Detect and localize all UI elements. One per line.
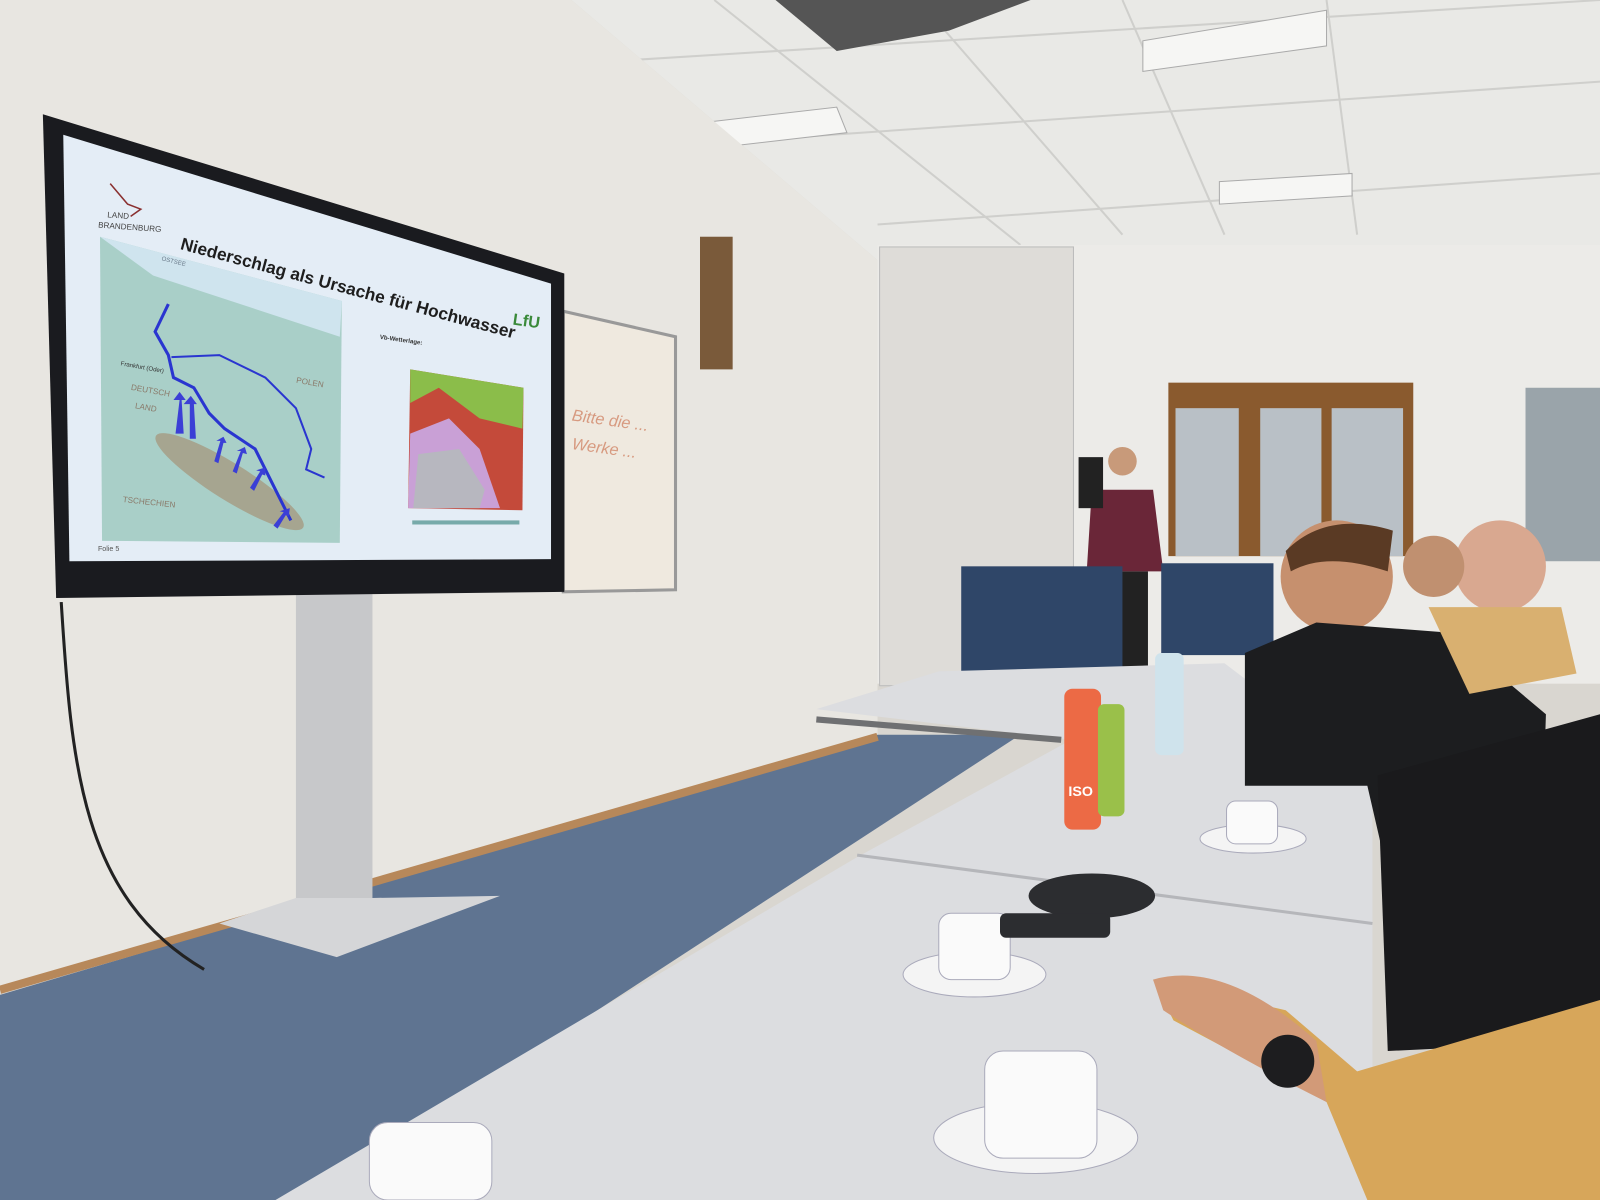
river-oder (153, 303, 293, 522)
coffee-cup (368, 1121, 493, 1200)
lfu-logo: LfU (512, 311, 541, 333)
mountain-highlight (155, 433, 304, 531)
coffee-cup (984, 1050, 1098, 1159)
logo-brandenburg-1: LAND (107, 210, 129, 221)
coffee-cup (938, 912, 1011, 981)
screen-stand (295, 591, 373, 909)
precip-arrows (173, 391, 290, 529)
river-warthe (171, 354, 325, 479)
listener-black-jacket (1377, 714, 1600, 1052)
ceiling-vent (775, 0, 1031, 52)
speaker-head (1108, 446, 1137, 476)
cable (59, 601, 205, 971)
lectern (961, 566, 1123, 679)
map-label-germany-2: LAND (134, 401, 157, 414)
ceiling-light (1218, 172, 1353, 205)
listener-head (1454, 520, 1546, 613)
color-scale (412, 520, 520, 525)
wristwatch (1261, 1034, 1315, 1088)
water-bottle (1155, 653, 1184, 756)
listener-yellow-shirt (1428, 607, 1577, 694)
loudspeaker (1078, 457, 1104, 509)
logo-brandenburg-2: BRANDENBURG (98, 221, 162, 234)
floor (0, 734, 1021, 1200)
baseboard (0, 732, 879, 994)
bottle-label: ISO (1068, 784, 1093, 800)
window-blinds (1525, 387, 1600, 562)
listener-head (1403, 535, 1465, 597)
headset-receiver (1000, 913, 1111, 938)
eagle-logo-icon (109, 183, 143, 217)
orange-bottle (1064, 688, 1102, 830)
slide-footer: Folie 5 (98, 545, 119, 553)
coffee-cup (1226, 800, 1279, 845)
lectern (1161, 563, 1274, 656)
green-bottle (1097, 704, 1125, 817)
stand-base (219, 895, 500, 958)
headset-receiver (1028, 873, 1156, 919)
speaker-shirt (1086, 489, 1164, 572)
ceiling-light (1142, 9, 1328, 73)
small-window (700, 236, 733, 370)
